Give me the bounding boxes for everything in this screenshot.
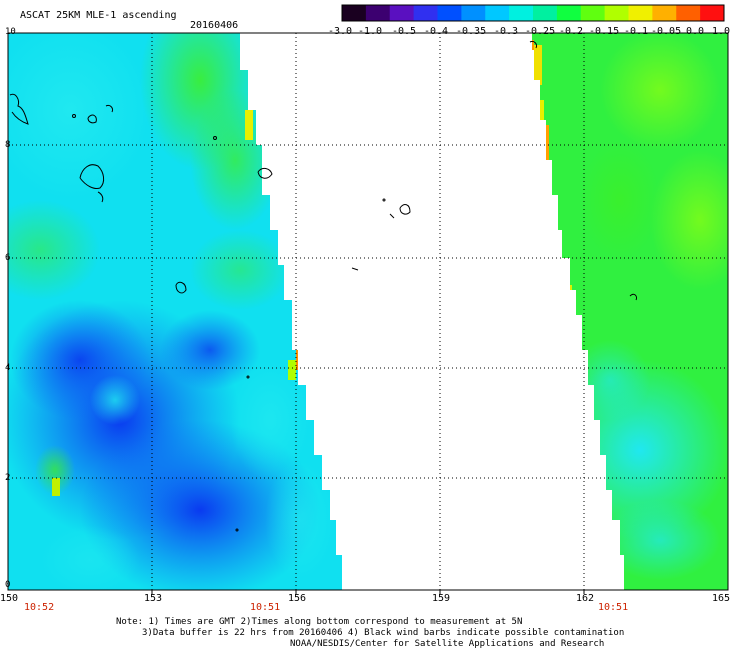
colorbar-label: -0.05: [651, 26, 682, 37]
colorbar-swatch: [389, 5, 415, 21]
note-line-2: 3)Data buffer is 22 hrs from 20160406 4)…: [142, 628, 625, 638]
lat-label: 0: [5, 580, 11, 590]
map-frame: [7, 32, 729, 591]
colorbar-swatch: [437, 5, 462, 21]
colorbar-swatch: [342, 5, 367, 21]
colorbar-swatch: [556, 5, 582, 21]
lon-label: 156: [288, 593, 307, 604]
colorbar-swatch: [652, 5, 677, 21]
colorbar: [341, 4, 725, 22]
lon-label: 153: [144, 593, 163, 604]
colorbar-label: -0.2: [559, 26, 584, 37]
lon-label: 159: [432, 593, 451, 604]
colorbar-swatch: [533, 5, 558, 21]
colorbar-label: -0.4: [424, 26, 449, 37]
colorbar-swatch: [485, 5, 510, 21]
lat-label: 8: [5, 140, 11, 150]
colorbar-border: [341, 4, 725, 22]
lon-label: 150: [0, 593, 19, 604]
lat-label: 10: [5, 27, 16, 37]
colorbar-swatch: [628, 5, 653, 21]
colorbar-label: -0.3: [494, 26, 519, 37]
colorbar-label: -1.0: [358, 26, 383, 37]
ticks: [151, 590, 585, 594]
note-line-3: NOAA/NESDIS/Center for Satellite Applica…: [290, 639, 605, 649]
time-label: 10:51: [250, 602, 281, 613]
right-swath: [532, 33, 728, 590]
colorbar-label: -3.0: [328, 26, 353, 37]
lon-label: 165: [712, 593, 731, 604]
lat-label: 6: [5, 253, 11, 263]
time-label: 10:52: [24, 602, 55, 613]
colorbar-label: 1.0: [712, 26, 731, 37]
chart-title: ASCAT 25KM MLE-1 ascending: [20, 10, 177, 21]
colorbar-label: -0.25: [525, 26, 556, 37]
colorbar-swatch: [580, 5, 606, 21]
colorbar-label: -0.15: [589, 26, 620, 37]
colorbar-label: -0.1: [624, 26, 649, 37]
chart-date: 20160406: [190, 20, 239, 31]
colorbar-label: 0.0: [686, 26, 705, 37]
lon-label: 162: [576, 593, 595, 604]
colorbar-swatch: [413, 5, 439, 21]
colorbar-swatch: [509, 5, 534, 21]
lat-label: 2: [5, 473, 11, 483]
island-outlines: [9, 41, 637, 532]
time-label: 10:51: [598, 602, 629, 613]
colorbar-swatch: [676, 5, 701, 21]
colorbar-swatch: [461, 5, 486, 21]
grid: [8, 33, 728, 590]
colorbar-swatch: [604, 5, 630, 21]
colorbar-label: -0.5: [392, 26, 417, 37]
colorbar-label: -0.35: [456, 26, 487, 37]
left-swath: [8, 33, 342, 590]
colorbar-swatch: [700, 5, 725, 21]
lat-label: 4: [5, 363, 11, 373]
note-line-1: Note: 1) Times are GMT 2)Times along bot…: [116, 617, 523, 627]
colorbar-swatch: [365, 5, 391, 21]
